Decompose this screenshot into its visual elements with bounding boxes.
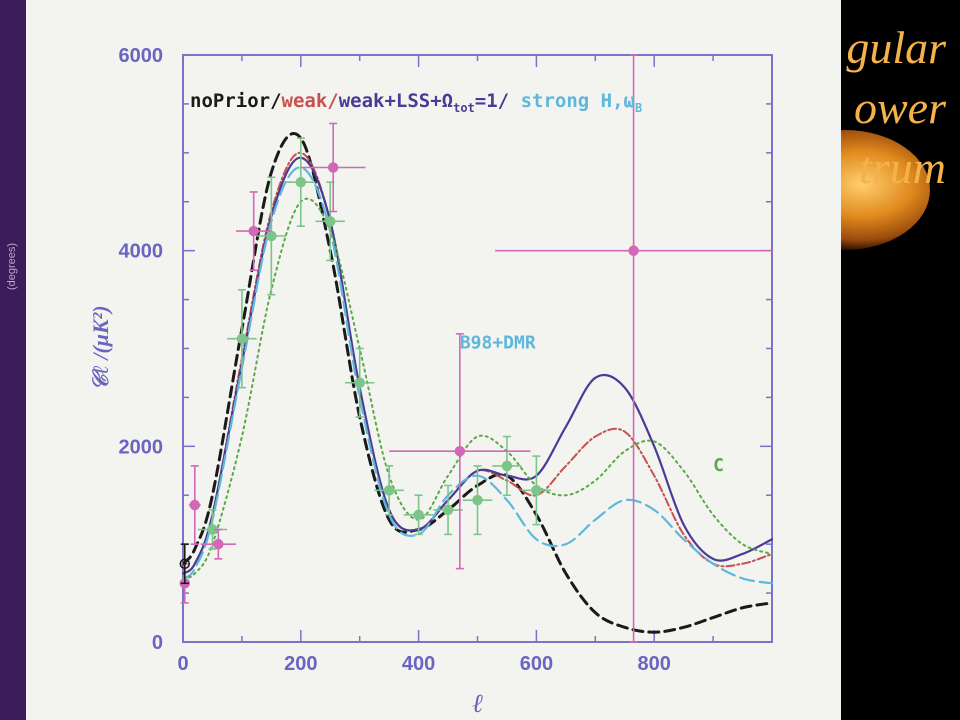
series-lines [181, 132, 774, 634]
data-marker [236, 333, 248, 344]
data-point-dmr [495, 54, 772, 643]
data-point-b98 [227, 288, 257, 389]
x-tick-label: 200 [284, 653, 317, 675]
legend-entry: strong H,ω [509, 90, 635, 112]
data-points [179, 54, 772, 643]
data-marker [189, 499, 201, 511]
data-point-b98 [286, 137, 316, 228]
y-tick-label: 4000 [119, 241, 164, 263]
data-marker [248, 225, 259, 237]
data-point-b98 [521, 455, 552, 526]
data-point-b98 [315, 181, 345, 262]
x-tick-label: 800 [638, 653, 671, 675]
data-marker [179, 558, 191, 569]
slide-title: gular ower trum [846, 18, 946, 198]
data-point-dmr [188, 465, 201, 545]
scanned-figure-paper [26, 0, 841, 720]
data-marker [472, 494, 483, 506]
axis-ticks [182, 54, 773, 643]
slide-left-band: (degrees) [0, 0, 26, 720]
data-marker [501, 460, 513, 472]
y-tick-label: 6000 [119, 45, 164, 67]
data-point-dmr [300, 122, 366, 213]
data-point-b98 [403, 494, 434, 536]
data-point-b98 [344, 347, 375, 418]
data-point-cobe [179, 543, 191, 585]
data-marker [266, 230, 277, 242]
legend-entry: weak+LSS+Ω [339, 90, 453, 112]
chart-annotations: B98+DMR C [460, 333, 724, 476]
data-point-dmr [389, 333, 531, 570]
x-axis-label: ℓ [472, 689, 483, 718]
chart-legend: noPrior/weak/weak+LSS+Ωtot=1/ strong H,ω… [190, 90, 642, 115]
data-marker [295, 176, 307, 188]
series-line-strong_H_omegaB [181, 166, 774, 585]
data-marker [531, 485, 542, 496]
annotation-label: C [713, 455, 724, 476]
data-marker [628, 245, 639, 256]
data-point-b98 [374, 465, 404, 516]
x-tick-label: 0 [177, 653, 188, 675]
data-point-dmr [200, 528, 237, 560]
x-tick-label: 600 [520, 653, 553, 675]
data-marker [327, 162, 339, 173]
data-point-b98 [256, 176, 287, 296]
data-marker [213, 538, 224, 550]
data-marker [383, 485, 395, 496]
slide-title-line-1: gular [846, 22, 946, 73]
y-tick-label: 0 [152, 632, 163, 654]
slide-title-line-3: trum [859, 142, 946, 193]
data-marker [325, 216, 336, 227]
data-marker [442, 504, 454, 516]
slide-title-line-2: ower [854, 82, 946, 133]
y-axis-label: 𝒞ℓ /(μK²) [88, 305, 113, 390]
legend-entry: weak/ [282, 90, 339, 112]
axis-tick-labels: 0 200 400 600 800 0 2000 4000 6000 [119, 45, 671, 675]
legend-entry: tot [453, 101, 475, 115]
y-tick-label: 2000 [119, 436, 164, 458]
data-marker [454, 445, 466, 457]
legend-entry: noPrior/ [190, 90, 282, 112]
annotation-label: B98+DMR [460, 333, 536, 354]
data-point-dmr [236, 191, 272, 272]
legend-entry: B [635, 101, 642, 115]
data-point-b98 [433, 484, 463, 536]
x-tick-label: 400 [402, 653, 435, 675]
series-line-C_model [182, 197, 773, 580]
data-point-b98 [492, 435, 522, 497]
data-marker [413, 509, 424, 521]
data-point-b98 [462, 465, 493, 536]
legend-entry: =1/ [475, 90, 509, 112]
data-marker [354, 377, 365, 388]
